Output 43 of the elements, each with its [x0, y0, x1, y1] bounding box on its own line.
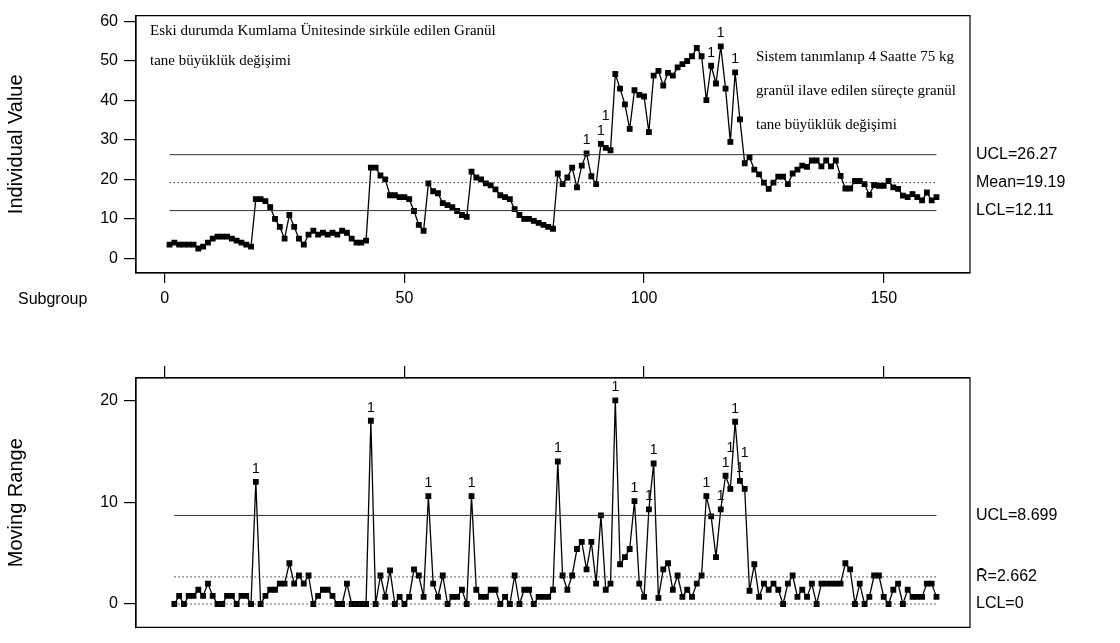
x-tick-label: 0	[160, 289, 170, 307]
annotation: 1	[251, 459, 260, 476]
y-axis-title: Individual Value	[3, 74, 26, 215]
annotation: 1	[731, 50, 740, 67]
y-tick-label: 30	[100, 130, 119, 148]
annotation: 1	[630, 479, 639, 496]
x-tick-label: 100	[630, 289, 658, 307]
annotation: Eski durumda Kumlama Ünitesinde sirküle edilen Granül tane büyüklük değişimi	[150, 22, 496, 69]
annotation: 1	[716, 24, 725, 41]
y-tick-label: 20	[100, 390, 119, 408]
y-tick-label: 40	[100, 90, 119, 108]
ref-line-label: Mean=19.19	[976, 173, 1066, 191]
annotation: 1	[553, 439, 562, 456]
annotation: 1	[424, 473, 433, 490]
ref-line-label: UCL=8.699	[976, 505, 1058, 523]
annotation: 1	[649, 441, 658, 458]
y-tick-label: 60	[100, 11, 119, 29]
y-tick-label: 0	[109, 594, 119, 612]
annotation: 1	[467, 473, 476, 490]
x-tick-label: 150	[870, 289, 898, 307]
text: Sistem tanımlanıp 4 Saatte 75 kg granül ilave edilen süreçte granül tane büyüklük değişimi	[756, 48, 956, 133]
annotation: 1	[740, 443, 749, 460]
annotation: 1	[702, 473, 711, 490]
ref-line-label: LCL=0	[976, 594, 1024, 612]
y-tick-label: 10	[100, 209, 119, 227]
annotation: 1	[601, 106, 610, 123]
annotation: 1	[611, 378, 620, 395]
y-tick-label: 20	[100, 169, 119, 187]
y-tick-label: 50	[100, 51, 119, 69]
annotation: 1	[582, 131, 591, 148]
x-tick-label: 50	[395, 289, 414, 307]
annotation: 1	[366, 398, 375, 415]
x-axis-title: Subgroup	[18, 290, 88, 308]
annotation: 1	[721, 453, 730, 470]
ref-line-label: R̄=2.662	[976, 567, 1038, 585]
y-tick-label: 0	[109, 248, 119, 266]
y-tick-label: 10	[100, 492, 119, 510]
y-axis-title: Moving Range	[3, 438, 26, 568]
annotation: 1	[707, 43, 716, 60]
ref-line-label: LCL=12.11	[976, 200, 1054, 218]
annotation: 1	[597, 121, 606, 138]
annotation: 1	[731, 399, 740, 416]
ref-line-label: UCL=26.27	[976, 145, 1058, 163]
